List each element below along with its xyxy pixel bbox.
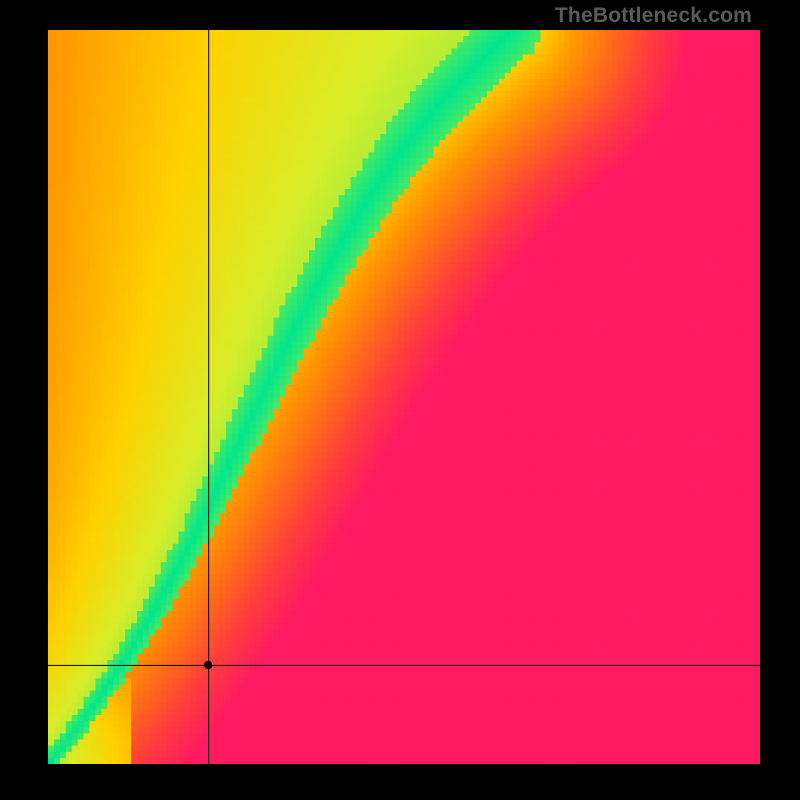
crosshair-overlay [0,0,800,800]
chart-container: TheBottleneck.com [0,0,800,800]
